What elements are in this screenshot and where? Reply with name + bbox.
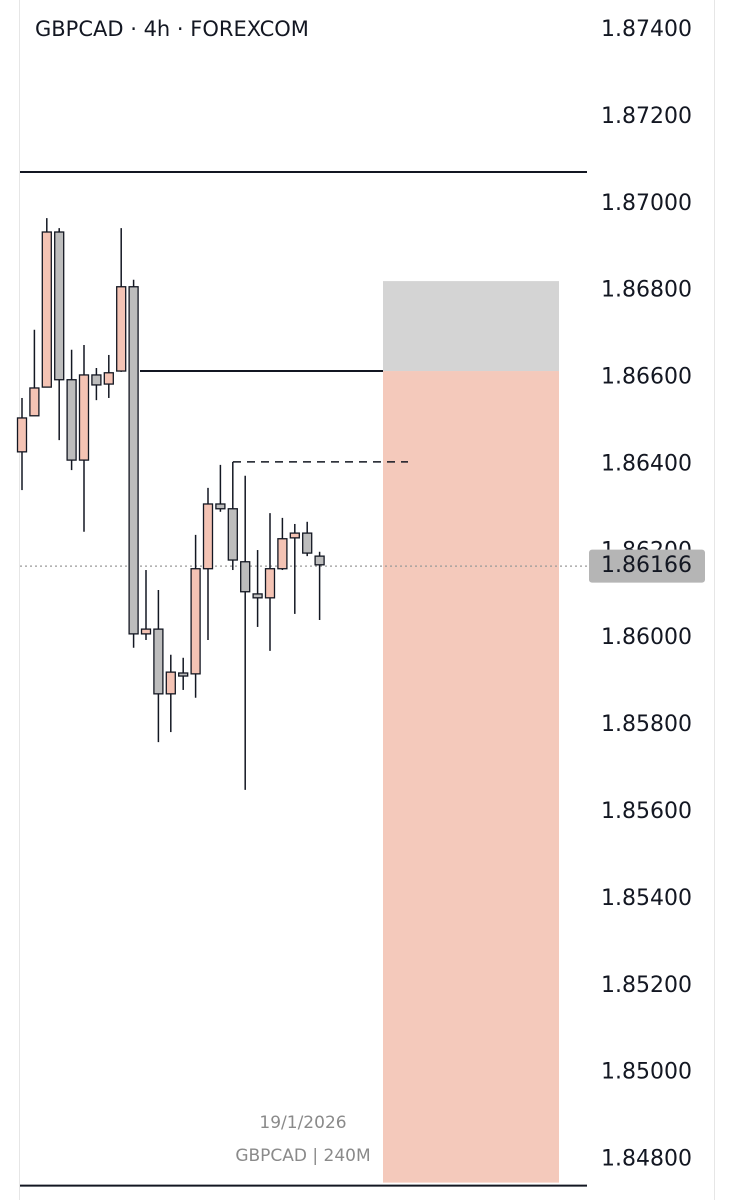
position-zone: [383, 371, 559, 1183]
date-watermark: 19/1/2026: [259, 1113, 346, 1133]
candle-body: [140, 628, 152, 635]
position-zone: [383, 281, 559, 372]
candle-body: [54, 231, 65, 381]
position-zones: [383, 281, 559, 1183]
last-price-label: 1.86166: [601, 553, 692, 578]
candle-body: [240, 561, 251, 593]
candle-body: [103, 372, 114, 385]
candle-body: [91, 374, 102, 386]
candle-body: [314, 555, 325, 566]
drawn-lines: [20, 171, 587, 1187]
last-price-badge: [589, 549, 705, 583]
candle-body: [227, 508, 238, 561]
y-tick-label: 1.87200: [601, 104, 692, 129]
candle-body: [190, 568, 201, 675]
symbol-watermark: GBPCAD | 240M: [235, 1146, 370, 1166]
candle-body: [78, 374, 90, 461]
candle-body: [128, 286, 139, 635]
chart-title: GBPCAD · 4h · FOREXCOM: [35, 17, 309, 41]
candle-body: [277, 538, 288, 570]
y-tick-label: 1.85200: [601, 973, 692, 998]
candle-body: [215, 503, 226, 510]
y-tick-label: 1.85600: [601, 799, 692, 824]
y-tick-label: 1.85400: [601, 886, 692, 911]
candle-body: [29, 387, 40, 417]
y-tick-label: 1.84800: [601, 1147, 692, 1172]
candle-body: [41, 231, 52, 388]
y-tick-label: 1.87000: [601, 191, 692, 216]
candle-body: [116, 286, 127, 372]
y-tick-label: 1.86600: [601, 365, 692, 390]
candle-body: [264, 568, 276, 599]
candle-body: [252, 593, 263, 599]
y-tick-label: 1.86000: [601, 625, 692, 650]
candle-body: [153, 628, 164, 695]
candle-body: [289, 532, 300, 539]
candle-body: [302, 532, 313, 554]
price-axis: 1.87400 1.87200 1.87000 1.86800 1.86600 1.864…: [589, 17, 705, 1172]
y-tick-label: 1.86400: [601, 451, 692, 476]
candle-body: [178, 672, 189, 677]
y-tick-label: 1.85000: [601, 1060, 692, 1085]
candles: [16, 218, 325, 790]
candle-body: [66, 379, 77, 461]
title-background: [20, 12, 350, 48]
y-tick-label: 1.86800: [601, 278, 692, 303]
y-tick-label: 1.87400: [601, 17, 692, 42]
candle-body: [202, 503, 214, 570]
candle-body: [16, 417, 28, 453]
candle-body: [165, 671, 176, 695]
y-tick-label: 1.85800: [601, 712, 692, 737]
